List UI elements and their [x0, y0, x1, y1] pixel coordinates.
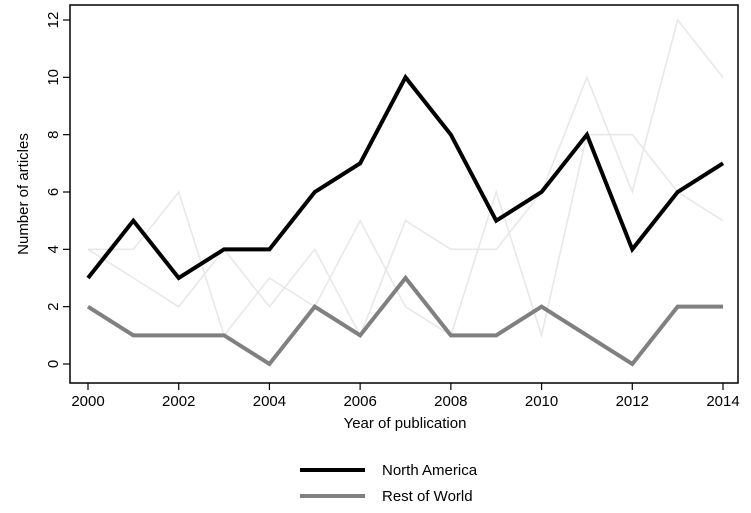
y-tick-label: 8 — [45, 130, 62, 138]
legend-label-north-america: North America — [382, 462, 478, 479]
series-line-rest-of-world — [86, 274, 723, 367]
y-tick-label: 12 — [45, 12, 62, 29]
x-tick-label: 2002 — [162, 393, 195, 410]
x-tick-label: 2004 — [253, 393, 286, 410]
series-line-north-america — [86, 73, 725, 281]
x-axis-title: Year of publication — [344, 415, 467, 432]
y-axis-title: Number of articles — [15, 133, 32, 255]
y-axis-ticks: 0 2 4 6 8 10 12 — [45, 12, 70, 368]
x-tick-label: 2000 — [71, 393, 104, 410]
background-lines — [87, 18, 724, 339]
y-tick-label: 6 — [45, 188, 62, 196]
legend-label-rest-of-world: Rest of World — [382, 488, 473, 505]
x-tick-label: 2014 — [706, 393, 739, 410]
x-tick-label: 2010 — [525, 393, 558, 410]
y-tick-label: 10 — [45, 69, 62, 86]
legend: North America Rest of World — [300, 462, 478, 505]
y-tick-label: 0 — [45, 360, 62, 368]
plot-frame — [69, 4, 739, 384]
y-tick-label: 4 — [45, 245, 62, 253]
axes — [69, 4, 739, 384]
background-series-line-1 — [87, 18, 724, 338]
x-axis-ticks: 2000 2002 2004 2006 2008 2010 2012 2014 — [71, 383, 740, 410]
x-tick-label: 2012 — [616, 393, 649, 410]
series-lines — [86, 73, 725, 367]
x-tick-label: 2006 — [343, 393, 376, 410]
background-series-line-2 — [88, 133, 724, 339]
x-tick-label: 2008 — [434, 393, 467, 410]
y-tick-label: 2 — [45, 302, 62, 310]
